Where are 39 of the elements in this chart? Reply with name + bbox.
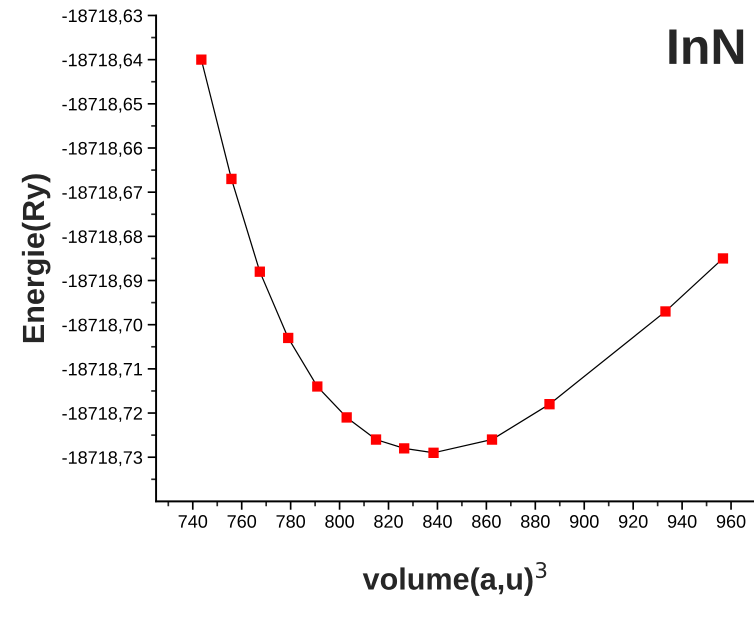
x-tick-label: 900	[570, 515, 599, 528]
y-tick-label: -18718,68	[62, 230, 142, 246]
point	[486, 434, 498, 445]
point	[544, 399, 555, 410]
y-tick-label: -18718,72	[62, 406, 142, 422]
y-tick-label: -18718,64	[62, 54, 142, 68]
x-tick-label: 760	[228, 515, 256, 528]
point	[718, 253, 728, 264]
x-tick-label: 800	[325, 515, 354, 528]
point	[196, 54, 206, 65]
x-tick-label: 920	[618, 515, 648, 528]
point	[342, 412, 352, 423]
point	[370, 434, 382, 445]
point	[312, 381, 322, 392]
point	[226, 174, 237, 184]
point	[428, 448, 439, 458]
y-axis-title: Energie(Ry)	[22, 174, 50, 342]
x-tick-label: 820	[374, 515, 403, 528]
x-axis-title: volume(a,u)$^{3}$	[362, 562, 546, 596]
x-tick-label: 740	[178, 515, 208, 528]
y-tick-label: -18718,63	[62, 9, 142, 24]
y-tick-label: -18718,67	[62, 186, 142, 202]
x-tick-label: 860	[472, 515, 501, 528]
y-tick-label: -18718,65	[62, 98, 142, 113]
y-tick-label: -18718,71	[62, 362, 142, 378]
y-tick-label: -18718,69	[62, 274, 142, 290]
y-tick-label: -18718,73	[62, 451, 142, 466]
y-tick-label: -18718,66	[62, 142, 142, 157]
x-tick-label: 960	[716, 515, 746, 528]
annotation: InN	[669, 29, 744, 64]
point	[399, 443, 410, 454]
x-tick-label: 840	[423, 515, 452, 528]
x-tick-label: 940	[668, 515, 696, 528]
x-tick-label: 780	[276, 515, 305, 528]
point	[660, 306, 671, 317]
x-tick-label: 880	[521, 515, 550, 528]
point	[254, 266, 265, 277]
y-tick-label: -18718,70	[62, 318, 142, 334]
point	[283, 332, 294, 344]
